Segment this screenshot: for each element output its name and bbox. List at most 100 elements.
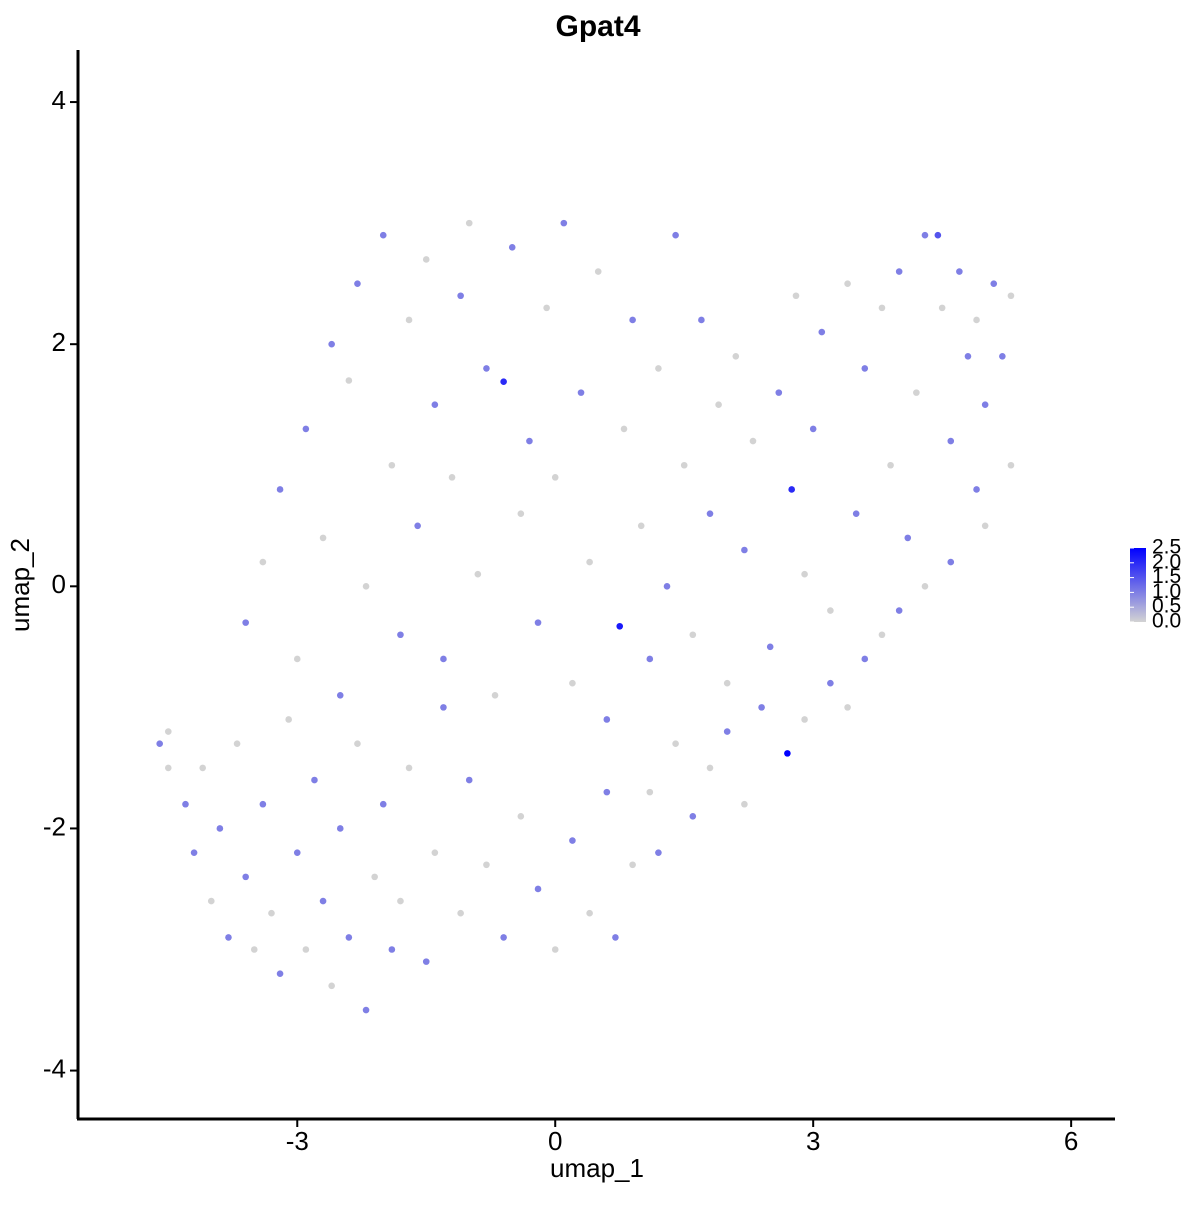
point	[981, 401, 989, 409]
point	[947, 558, 955, 566]
point	[233, 740, 241, 747]
x-tick-label: 3	[806, 1126, 820, 1156]
point	[414, 522, 421, 530]
point	[259, 558, 267, 566]
point	[586, 558, 593, 566]
point	[913, 389, 920, 396]
point	[440, 655, 447, 663]
colorbar-tick-label: 0.0	[1152, 610, 1181, 633]
point	[921, 231, 929, 239]
point	[569, 837, 576, 844]
point	[182, 800, 189, 808]
point	[551, 474, 559, 481]
point	[225, 934, 232, 941]
point	[973, 316, 980, 324]
point	[827, 679, 834, 687]
point	[895, 268, 903, 275]
point	[354, 280, 361, 287]
point	[934, 231, 942, 239]
point	[637, 522, 645, 530]
point	[560, 219, 568, 227]
point	[311, 776, 318, 784]
point	[508, 244, 516, 251]
point	[680, 461, 688, 469]
point	[758, 704, 765, 711]
point	[319, 534, 327, 542]
point	[715, 401, 722, 409]
point	[422, 256, 430, 263]
point	[672, 231, 679, 239]
point	[620, 425, 628, 433]
point	[207, 897, 215, 905]
point	[672, 740, 679, 747]
point	[895, 607, 903, 614]
point	[474, 570, 482, 578]
point	[629, 316, 636, 324]
point	[336, 691, 344, 699]
point	[336, 825, 344, 832]
point	[465, 776, 473, 784]
point	[749, 437, 757, 445]
point	[371, 873, 378, 881]
colorbar-tick-label: 2.5	[1152, 536, 1181, 559]
point	[878, 304, 886, 312]
point	[801, 570, 808, 578]
point	[199, 764, 206, 772]
y-tick-label: 2	[52, 327, 66, 357]
point	[457, 909, 464, 917]
point	[784, 750, 791, 757]
point	[603, 788, 611, 796]
colorbar	[1130, 548, 1146, 622]
point	[577, 389, 585, 396]
point	[616, 622, 624, 630]
point	[586, 909, 593, 917]
point	[569, 679, 576, 687]
x-tick-label: 6	[1064, 1126, 1078, 1156]
point	[732, 352, 740, 360]
point	[723, 728, 731, 735]
point	[852, 510, 860, 517]
x-tick-label: 0	[548, 1126, 562, 1156]
point	[345, 934, 353, 941]
point	[809, 425, 817, 433]
point	[612, 934, 619, 941]
point	[741, 546, 748, 554]
point	[887, 461, 894, 469]
point	[491, 691, 499, 699]
point	[242, 873, 249, 881]
point	[216, 825, 224, 832]
point	[766, 643, 774, 651]
point	[259, 800, 267, 808]
point	[921, 583, 929, 590]
point	[818, 328, 826, 336]
point	[973, 486, 980, 493]
point	[328, 340, 335, 348]
point	[431, 849, 439, 856]
point	[328, 982, 335, 990]
point	[164, 728, 172, 735]
point	[629, 861, 636, 869]
point	[517, 510, 525, 517]
point	[788, 486, 795, 493]
point	[723, 679, 731, 687]
point	[250, 946, 258, 953]
y-tick-label: 4	[52, 85, 66, 115]
point	[302, 425, 310, 433]
point	[405, 764, 413, 772]
x-tick-label: -3	[286, 1126, 309, 1156]
point	[938, 304, 946, 312]
point	[999, 352, 1006, 360]
x-axis-label: umap_1	[550, 1153, 644, 1183]
point	[534, 885, 542, 893]
point	[388, 461, 396, 469]
point	[526, 437, 533, 445]
point	[603, 716, 611, 723]
point	[517, 813, 525, 820]
point	[276, 486, 284, 493]
point	[397, 631, 404, 639]
point	[483, 365, 490, 372]
point	[689, 631, 697, 639]
colorbar-tick-label: 1.0	[1152, 580, 1181, 603]
y-tick-label: -4	[43, 1053, 66, 1083]
